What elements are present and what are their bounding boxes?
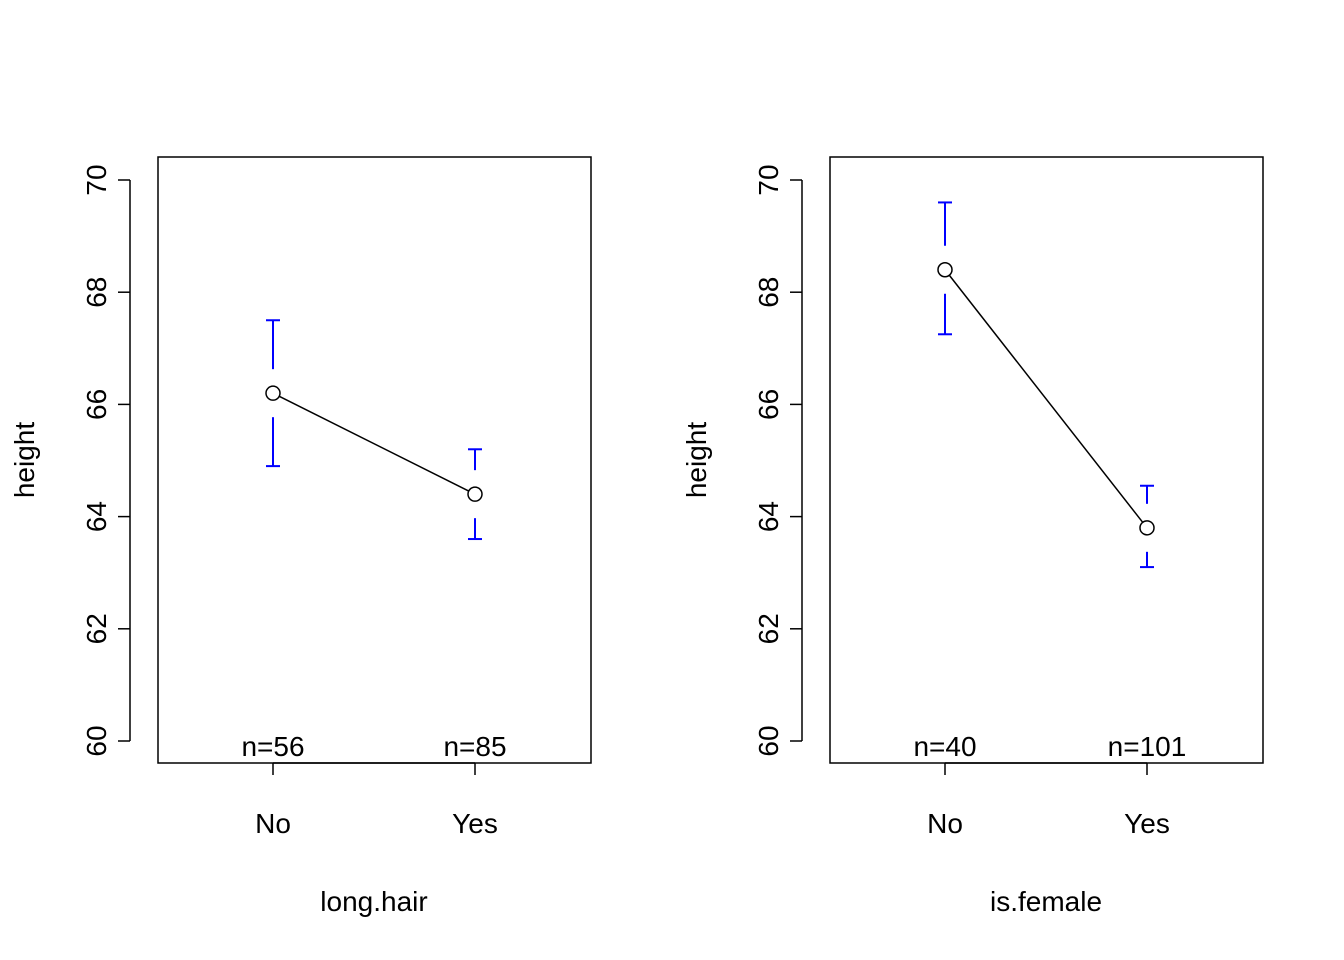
sample-size-label: n=40 xyxy=(913,731,976,762)
y-axis-label: height xyxy=(9,422,40,499)
mean-point xyxy=(1139,520,1155,536)
y-tick-label: 70 xyxy=(81,164,112,195)
x-tick-label: No xyxy=(255,808,291,839)
y-axis: 60 62 64 66 68 70 xyxy=(753,164,803,757)
x-tick-label: Yes xyxy=(1124,808,1170,839)
plot-frame xyxy=(829,156,1264,764)
panel-is-female: 60 62 64 66 68 70 No Yes n=40 n=101 is.female h… xyxy=(681,156,1264,917)
marks: n=56 n=85 xyxy=(241,319,507,762)
y-axis: 60 62 64 66 68 70 xyxy=(81,164,131,757)
y-tick-label: 70 xyxy=(753,164,784,195)
x-axis-label: long.hair xyxy=(320,886,427,917)
y-tick-label: 68 xyxy=(753,277,784,308)
x-tick-label: No xyxy=(927,808,963,839)
marks: n=40 n=101 xyxy=(913,201,1187,762)
mean-line xyxy=(278,395,470,492)
y-tick-label: 68 xyxy=(81,277,112,308)
y-tick-label: 62 xyxy=(753,613,784,644)
x-tick-label: Yes xyxy=(452,808,498,839)
plot-frame xyxy=(157,156,592,764)
sample-size-label: n=101 xyxy=(1108,731,1187,762)
mean-line xyxy=(948,274,1144,523)
sample-size-label: n=56 xyxy=(241,731,304,762)
sample-size-label: n=85 xyxy=(443,731,506,762)
panel-long-hair: 60 62 64 66 68 70 No Yes n=56 n=85 long.hair he… xyxy=(9,156,592,917)
y-tick-label: 60 xyxy=(81,725,112,756)
y-tick-label: 66 xyxy=(81,389,112,420)
y-tick-label: 64 xyxy=(753,501,784,532)
y-tick-label: 62 xyxy=(81,613,112,644)
y-tick-label: 66 xyxy=(753,389,784,420)
y-tick-label: 60 xyxy=(753,725,784,756)
y-tick-label: 64 xyxy=(81,501,112,532)
x-axis: No Yes xyxy=(927,762,1170,839)
mean-point xyxy=(265,385,281,401)
x-axis: No Yes xyxy=(255,762,498,839)
y-axis-label: height xyxy=(681,422,712,499)
mean-point xyxy=(467,486,483,502)
x-axis-label: is.female xyxy=(990,886,1102,917)
mean-point xyxy=(937,262,953,278)
